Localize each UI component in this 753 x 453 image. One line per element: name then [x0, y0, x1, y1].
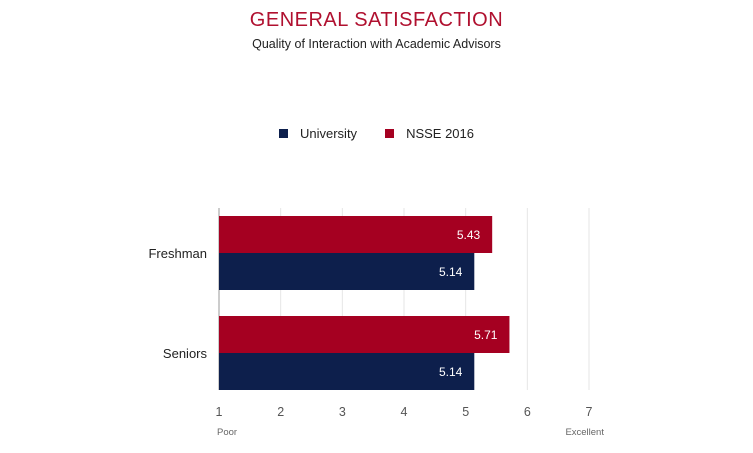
legend-item-nsse: NSSE 2016	[385, 126, 474, 141]
category-label: Seniors	[163, 346, 208, 361]
bar-university-seniors	[219, 353, 475, 390]
x-tick-label: 1	[216, 405, 223, 419]
x-tick-label: 5	[462, 405, 469, 419]
x-tick-label: 4	[401, 405, 408, 419]
legend-swatch-nsse	[385, 129, 395, 138]
data-label-nsse-seniors: 5.71	[474, 328, 498, 342]
legend-item-university: University	[278, 126, 358, 141]
x-tick-label: 7	[586, 405, 593, 419]
chart-subtitle: Quality of Interaction with Academic Adv…	[252, 37, 501, 51]
x-tick-label: 2	[277, 405, 284, 419]
legend-swatch-university	[278, 129, 288, 138]
scale-low-label: Poor	[217, 427, 237, 438]
legend-label-nsse: NSSE 2016	[406, 126, 474, 141]
legend: University NSSE 2016	[0, 126, 753, 141]
bar-university-freshman	[219, 253, 475, 290]
chart-title: GENERAL SATISFACTION	[249, 9, 504, 31]
bar-nsse-seniors	[219, 316, 510, 353]
x-tick-label: 6	[524, 405, 531, 419]
data-label-university-seniors: 5.14	[439, 365, 463, 379]
data-label-university-freshman: 5.14	[439, 265, 463, 279]
bar-nsse-freshman	[219, 216, 493, 253]
data-label-nsse-freshman: 5.43	[457, 228, 481, 242]
legend-label-university: University	[299, 126, 358, 141]
x-tick-label: 3	[339, 405, 346, 419]
scale-high-label: Excellent	[565, 427, 604, 438]
category-label: Freshman	[148, 246, 207, 261]
